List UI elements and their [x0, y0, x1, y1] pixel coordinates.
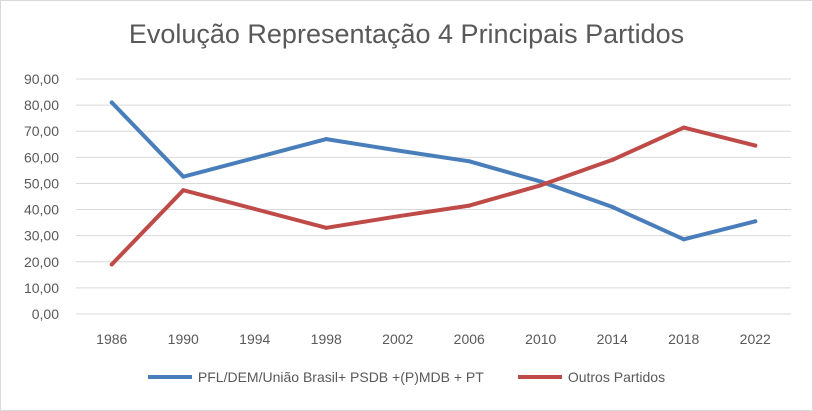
data-point-series-2 [467, 203, 472, 208]
series-lines [109, 100, 758, 267]
legend-swatch-series-1 [147, 375, 192, 379]
data-point-series-2 [538, 183, 543, 188]
data-point-series-1 [109, 100, 114, 105]
data-point-series-1 [467, 159, 472, 164]
y-tick-label: 80,00 [24, 97, 59, 113]
data-point-series-2 [681, 125, 686, 130]
legend-item-series-1[interactable]: PFL/DEM/União Brasil+ PSDB +(P)MDB + PT [147, 369, 484, 385]
data-point-series-2 [753, 143, 758, 148]
legend-swatch-series-2 [517, 375, 562, 379]
x-tick-label: 2002 [382, 331, 413, 347]
data-point-series-1 [753, 219, 758, 224]
x-tick-label: 2006 [454, 331, 485, 347]
x-tick-label: 2018 [668, 331, 699, 347]
gridlines [76, 78, 791, 315]
chart-title: Evolução Representação 4 Principais Part… [128, 19, 685, 49]
y-tick-label: 50,00 [24, 175, 59, 191]
y-tick-label: 90,00 [24, 71, 59, 87]
data-point-series-2 [109, 262, 114, 267]
series-line-2 [109, 125, 758, 267]
legend-item-series-2[interactable]: Outros Partidos [517, 369, 666, 385]
data-point-series-2 [395, 214, 400, 219]
y-tick-label: 60,00 [24, 149, 59, 165]
x-tick-label: 1986 [96, 331, 127, 347]
data-point-series-2 [252, 207, 257, 212]
legend: PFL/DEM/União Brasil+ PSDB +(P)MDB + PT … [1, 369, 812, 385]
legend-label-series-1: PFL/DEM/União Brasil+ PSDB +(P)MDB + PT [197, 369, 484, 385]
x-tick-label: 1994 [239, 331, 270, 347]
data-point-series-1 [610, 204, 615, 209]
data-point-series-1 [324, 137, 329, 142]
y-tick-label: 70,00 [24, 123, 59, 139]
y-axis-ticks: 0,00 10,00 20,00 30,00 40,00 50,00 60,00 70,00 8… [24, 71, 59, 322]
x-tick-label: 1990 [168, 331, 199, 347]
data-point-series-1 [181, 174, 186, 179]
x-axis-ticks: 1986 1990 1994 1998 2002 2006 2010 2014 2018 2022 [96, 331, 771, 347]
x-tick-label: 2010 [525, 331, 556, 347]
y-tick-label: 30,00 [24, 228, 59, 244]
y-tick-label: 0,00 [32, 306, 59, 322]
y-tick-label: 20,00 [24, 254, 59, 270]
legend-label-series-2: Outros Partidos [567, 369, 666, 385]
data-point-series-1 [252, 155, 257, 160]
data-point-series-1 [538, 179, 543, 184]
x-tick-label: 2014 [597, 331, 628, 347]
y-tick-label: 10,00 [24, 280, 59, 296]
data-point-series-2 [610, 157, 615, 162]
series-line-1 [109, 100, 758, 242]
data-point-series-2 [181, 188, 186, 193]
data-point-series-1 [395, 148, 400, 153]
x-tick-label: 2022 [740, 331, 771, 347]
x-tick-label: 1998 [311, 331, 342, 347]
data-point-series-1 [681, 237, 686, 242]
y-tick-label: 40,00 [24, 202, 59, 218]
data-point-series-2 [324, 225, 329, 230]
